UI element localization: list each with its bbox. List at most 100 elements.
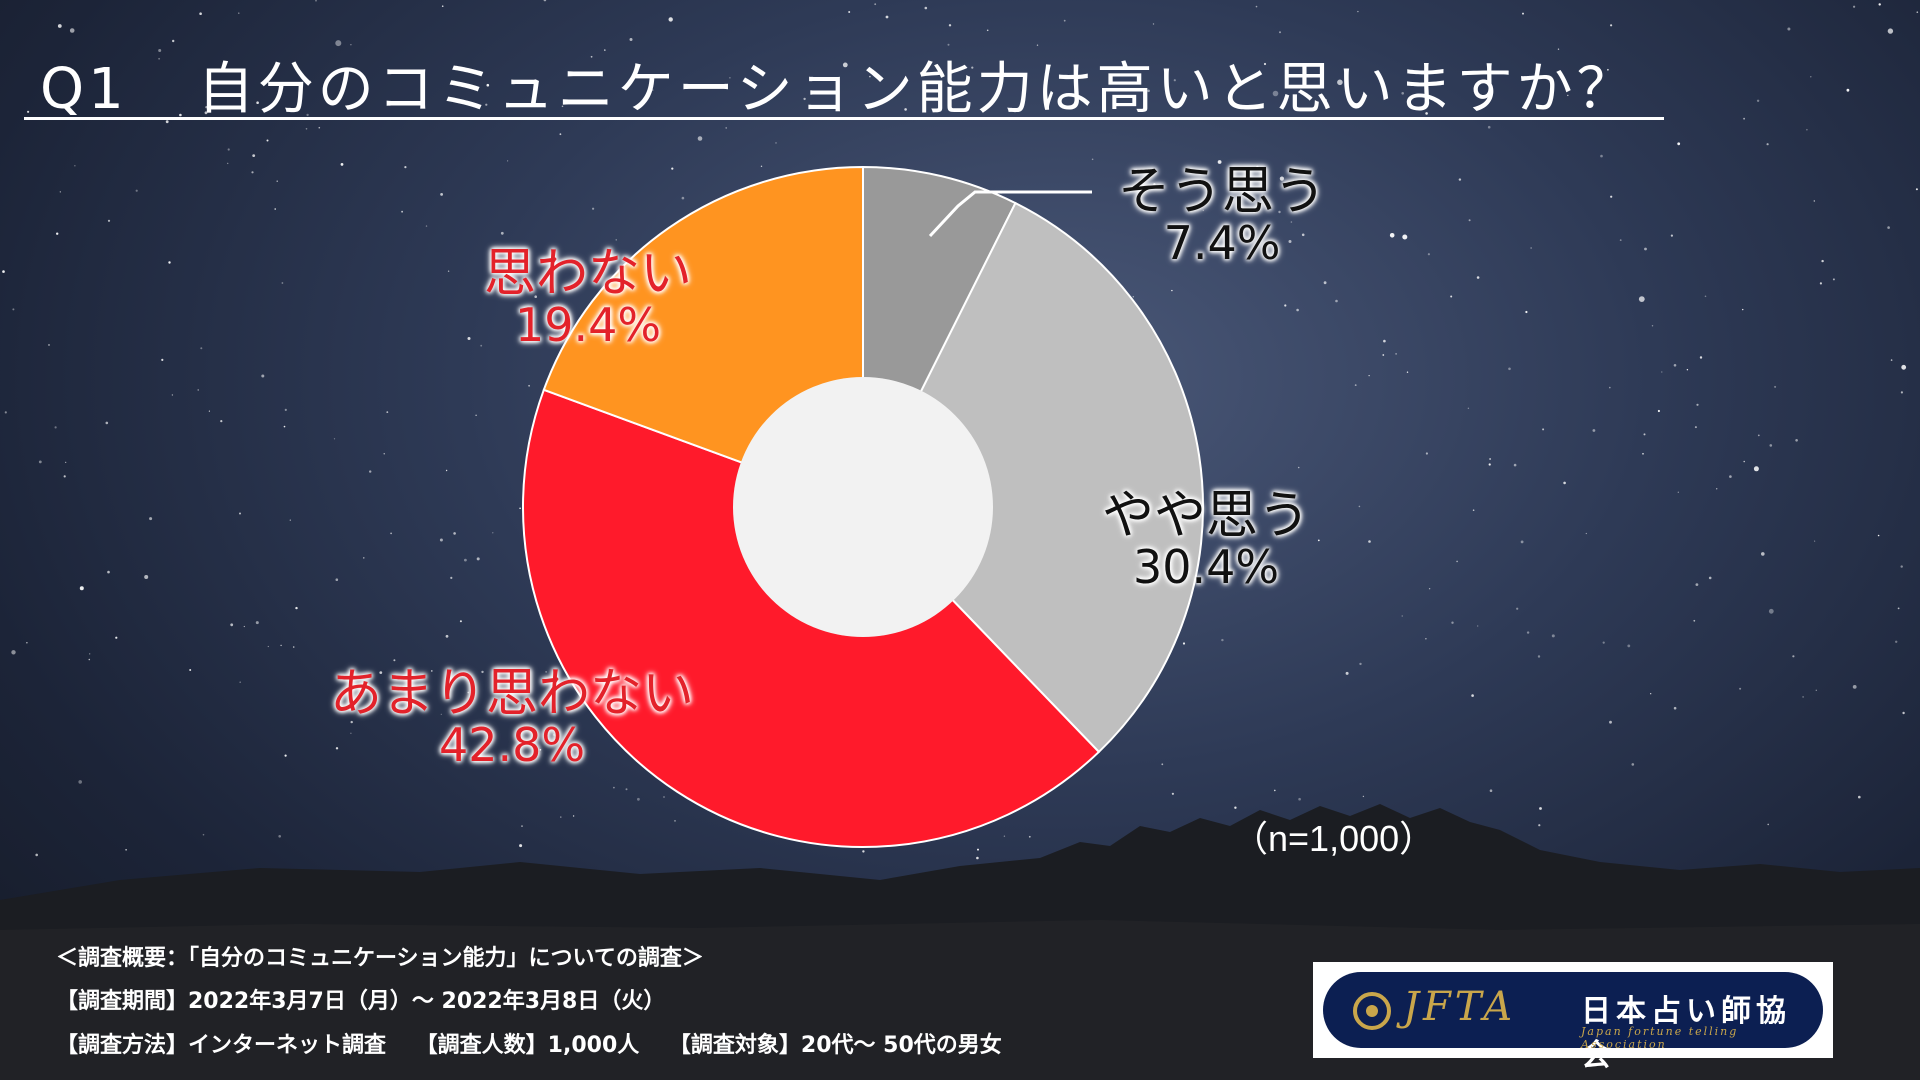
star xyxy=(1488,463,1491,466)
star xyxy=(1743,117,1745,120)
star xyxy=(172,39,175,43)
star xyxy=(1815,689,1818,691)
star xyxy=(1769,444,1773,447)
star xyxy=(1887,28,1894,34)
star xyxy=(197,389,199,391)
star xyxy=(204,111,208,115)
star xyxy=(335,747,339,750)
star xyxy=(1673,364,1677,367)
star xyxy=(276,180,278,182)
label-sou-omou-value: 7.4% xyxy=(1163,216,1281,270)
star xyxy=(38,460,42,464)
star xyxy=(521,825,523,827)
star xyxy=(1704,295,1707,298)
star xyxy=(1337,79,1343,86)
question-number: Q1 xyxy=(40,57,128,122)
star xyxy=(1297,466,1300,469)
star xyxy=(441,5,444,7)
star xyxy=(572,815,575,817)
question-text: 自分のコミュニケーション能力は高いと思いますか？ xyxy=(197,57,1637,122)
star xyxy=(220,420,223,423)
star xyxy=(1739,687,1742,690)
star xyxy=(445,634,449,638)
star xyxy=(1657,409,1660,413)
star xyxy=(69,28,75,33)
star xyxy=(1301,233,1305,237)
star xyxy=(1819,282,1822,285)
star xyxy=(459,620,462,623)
star xyxy=(168,261,171,264)
star xyxy=(1290,221,1293,223)
star xyxy=(199,12,202,15)
sample-size-note: （n=1,000） xyxy=(1232,818,1436,859)
star xyxy=(1513,463,1517,467)
star xyxy=(948,24,952,27)
label-yaya-omou-value: 30.4% xyxy=(1132,540,1280,594)
label-amari-omowanai-value: 42.8% xyxy=(438,718,586,772)
star xyxy=(1278,210,1281,214)
star xyxy=(467,337,471,340)
star xyxy=(340,163,344,166)
logo-abbr: JFTA xyxy=(1403,984,1517,1030)
star xyxy=(1670,234,1673,237)
star xyxy=(1661,371,1663,373)
star xyxy=(450,576,453,580)
star xyxy=(1592,429,1596,432)
star xyxy=(760,165,763,167)
star xyxy=(1383,339,1386,343)
star xyxy=(668,17,673,22)
star xyxy=(480,344,483,347)
star xyxy=(1695,583,1699,586)
star xyxy=(1810,76,1812,78)
star xyxy=(1813,200,1816,202)
star xyxy=(1563,481,1566,485)
star xyxy=(1900,391,1903,394)
star xyxy=(284,408,287,411)
star xyxy=(256,101,259,104)
title-underline xyxy=(24,117,1664,120)
star xyxy=(1091,158,1094,161)
star xyxy=(1806,128,1808,131)
star xyxy=(1609,386,1611,389)
star xyxy=(1557,48,1560,50)
star xyxy=(1802,696,1804,698)
star xyxy=(476,557,480,561)
star xyxy=(625,788,628,791)
star xyxy=(1716,488,1718,490)
star xyxy=(386,411,389,413)
star xyxy=(230,623,234,627)
star xyxy=(1877,534,1880,537)
star xyxy=(1288,240,1292,243)
star xyxy=(1389,233,1395,238)
star xyxy=(89,653,91,655)
star xyxy=(1263,62,1267,66)
star xyxy=(350,720,353,724)
star xyxy=(278,835,282,838)
star xyxy=(11,650,16,655)
star xyxy=(1902,711,1905,715)
star xyxy=(255,621,259,625)
star xyxy=(1742,308,1744,311)
star xyxy=(1677,142,1681,146)
star xyxy=(1895,640,1898,643)
star xyxy=(848,11,851,13)
star xyxy=(2,270,5,273)
logo-name-jp: 日本占い師協会 xyxy=(1581,994,1791,1073)
star xyxy=(1693,619,1696,622)
star xyxy=(1427,253,1430,256)
star xyxy=(874,3,877,6)
star xyxy=(1279,31,1281,34)
star xyxy=(4,411,7,414)
star xyxy=(1792,655,1795,658)
star xyxy=(1644,247,1647,251)
star xyxy=(335,40,342,47)
star xyxy=(1708,576,1712,580)
star xyxy=(1753,466,1759,472)
star xyxy=(500,231,504,235)
star xyxy=(1161,763,1164,766)
star xyxy=(165,120,169,124)
star xyxy=(651,89,654,91)
star xyxy=(1853,5,1856,8)
star xyxy=(1401,92,1404,95)
star xyxy=(1686,369,1689,371)
